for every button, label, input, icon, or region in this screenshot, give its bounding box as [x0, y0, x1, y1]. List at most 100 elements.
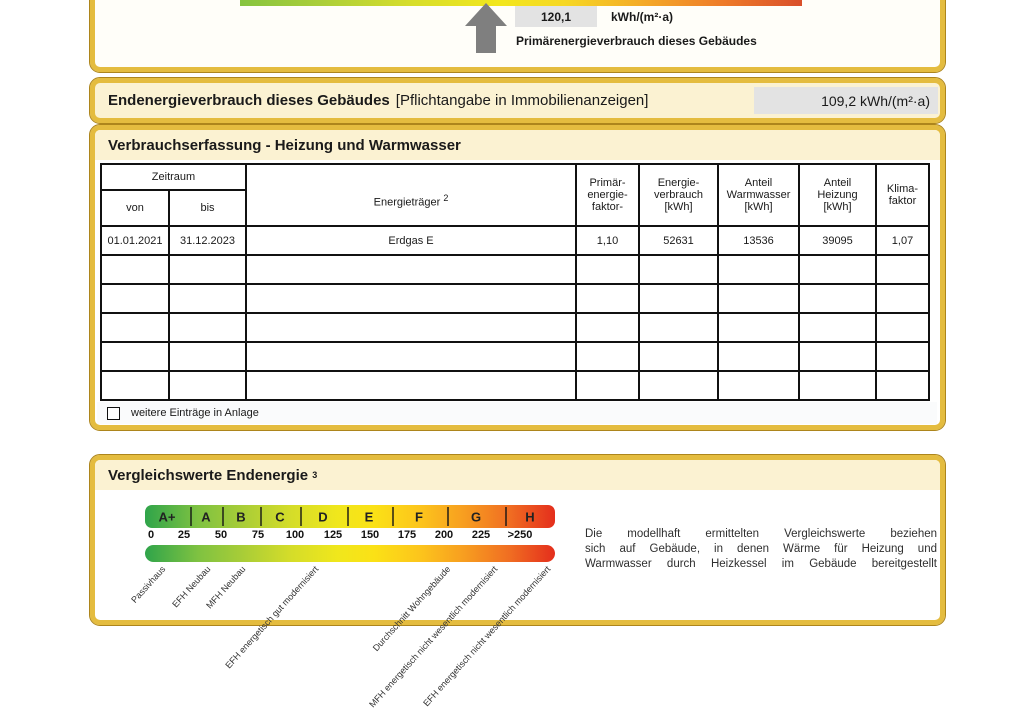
table-row-empty — [100, 370, 930, 401]
scale-tick: 50 — [214, 529, 228, 541]
comparison-title-superscript: 3 — [312, 470, 318, 480]
empty-cell — [717, 370, 800, 401]
col-header-bis: bis — [168, 189, 247, 227]
empty-cell — [168, 254, 247, 285]
more-entries-row: weitere Einträge in Anlage — [97, 402, 937, 424]
efficiency-class-bar: A+ A B C D E F G H — [145, 505, 555, 528]
end-energy-subtitle: [Pflichtangabe in Immobilienanzeigen] — [395, 92, 649, 109]
col-header-zeitraum: Zeitraum — [100, 163, 247, 191]
end-energy-value: 109,2 kWh/(m²·a) — [754, 87, 938, 114]
cell-klimafaktor: 1,07 — [875, 225, 930, 256]
class-label: G — [470, 509, 482, 524]
consumption-table: Zeitraum Energieträger 2 Primär- energie… — [100, 163, 930, 401]
empty-cell — [245, 254, 577, 285]
empty-cell — [245, 370, 577, 401]
cell-bis: 31.12.2023 — [168, 225, 247, 256]
primary-energy-label: Primärenergieverbrauch dieses Gebäudes — [516, 34, 757, 48]
scale-tick: 125 — [323, 529, 343, 541]
empty-cell — [638, 312, 719, 343]
scale-tick-row: 0 25 50 75 100 125 150 175 200 225 >250 — [145, 529, 555, 544]
class-label: H — [525, 509, 535, 524]
empty-cell — [245, 341, 577, 372]
empty-cell — [575, 283, 640, 314]
class-label: F — [415, 509, 423, 524]
cell-von: 01.01.2021 — [100, 225, 170, 256]
class-divider — [300, 507, 302, 526]
table-row-empty — [100, 254, 930, 285]
col-header-anteil-warmwasser: Anteil Warmwasser [kWh] — [717, 163, 800, 227]
class-divider — [260, 507, 262, 526]
scale-tick: 200 — [434, 529, 454, 541]
scale-tick: 175 — [397, 529, 417, 541]
empty-cell — [245, 312, 577, 343]
comparison-section: Vergleichswerte Endenergie 3 A+ A B C D … — [89, 454, 946, 709]
more-entries-checkbox[interactable] — [107, 406, 120, 420]
empty-cell — [875, 341, 930, 372]
empty-cell — [875, 370, 930, 401]
empty-cell — [798, 341, 877, 372]
empty-cell — [100, 312, 170, 343]
class-label: C — [275, 509, 285, 524]
cell-primaerfaktor: 1,10 — [575, 225, 640, 256]
empty-cell — [875, 312, 930, 343]
empty-cell — [717, 254, 800, 285]
empty-cell — [575, 312, 640, 343]
class-label: E — [364, 509, 374, 524]
empty-cell — [717, 341, 800, 372]
empty-cell — [168, 370, 247, 401]
comparison-label: Passivhaus — [129, 564, 168, 605]
empty-cell — [575, 341, 640, 372]
table-row-empty — [100, 312, 930, 343]
empty-cell — [798, 312, 877, 343]
empty-cell — [717, 312, 800, 343]
empty-cell — [245, 283, 577, 314]
primary-energy-value: 120,1 — [515, 6, 597, 27]
scale-tick: 150 — [360, 529, 380, 541]
empty-cell — [798, 283, 877, 314]
cell-anteil-heizung: 39095 — [798, 225, 877, 256]
empty-cell — [168, 341, 247, 372]
end-energy-section: Endenergieverbrauch dieses Gebäudes [Pfl… — [89, 77, 946, 124]
text-line: Warmwasser durch Heizkessel im Gebäude b… — [585, 558, 937, 570]
empty-cell — [798, 370, 877, 401]
class-divider — [447, 507, 449, 526]
comparison-rotated-labels: Passivhaus EFH Neubau MFH Neubau EFH ene… — [129, 562, 555, 709]
col-header-energietraeger: Energieträger 2 — [245, 163, 577, 227]
class-divider — [190, 507, 192, 526]
empty-cell — [100, 254, 170, 285]
comparison-gradient-bar — [145, 545, 555, 562]
more-entries-label: weitere Einträge in Anlage — [131, 407, 259, 419]
cell-energieverbrauch: 52631 — [638, 225, 719, 256]
empty-cell — [575, 370, 640, 401]
consumption-section-title: Verbrauchserfassung - Heizung und Warmwa… — [95, 130, 940, 160]
empty-cell — [575, 254, 640, 285]
class-divider — [392, 507, 394, 526]
energy-scale-bar — [240, 0, 802, 6]
col-header-anteil-heizung: Anteil Heizung [kWh] — [798, 163, 877, 227]
comparison-section-title: Vergleichswerte Endenergie 3 — [95, 460, 940, 490]
empty-cell — [100, 370, 170, 401]
table-row: 01.01.2021 31.12.2023 Erdgas E 1,10 5263… — [100, 225, 930, 256]
comparison-label: EFH energetisch nicht wesentlich moderni… — [421, 564, 553, 709]
class-label: B — [236, 509, 246, 524]
col-header-primaerfaktor: Primär- energie- faktor- — [575, 163, 640, 227]
pointer-arrow-shaft — [476, 25, 496, 53]
end-energy-title: Endenergieverbrauch dieses Gebäudes — [108, 92, 390, 109]
empty-cell — [168, 283, 247, 314]
col-header-energieverbrauch: Energie- verbrauch [kWh] — [638, 163, 719, 227]
empty-cell — [875, 283, 930, 314]
scale-tick: 75 — [251, 529, 265, 541]
empty-cell — [638, 283, 719, 314]
empty-cell — [798, 254, 877, 285]
class-divider — [222, 507, 224, 526]
consumption-section: Verbrauchserfassung - Heizung und Warmwa… — [89, 124, 946, 431]
energietraeger-superscript: 2 — [443, 193, 449, 204]
col-header-klimafaktor: Klima- faktor — [875, 163, 930, 227]
pointer-arrow-icon — [465, 3, 507, 26]
empty-cell — [638, 341, 719, 372]
empty-cell — [638, 370, 719, 401]
primary-energy-unit: kWh/(m²·a) — [611, 10, 673, 24]
scale-tick: 225 — [471, 529, 491, 541]
energietraeger-label: Energieträger — [373, 196, 441, 209]
empty-cell — [100, 341, 170, 372]
